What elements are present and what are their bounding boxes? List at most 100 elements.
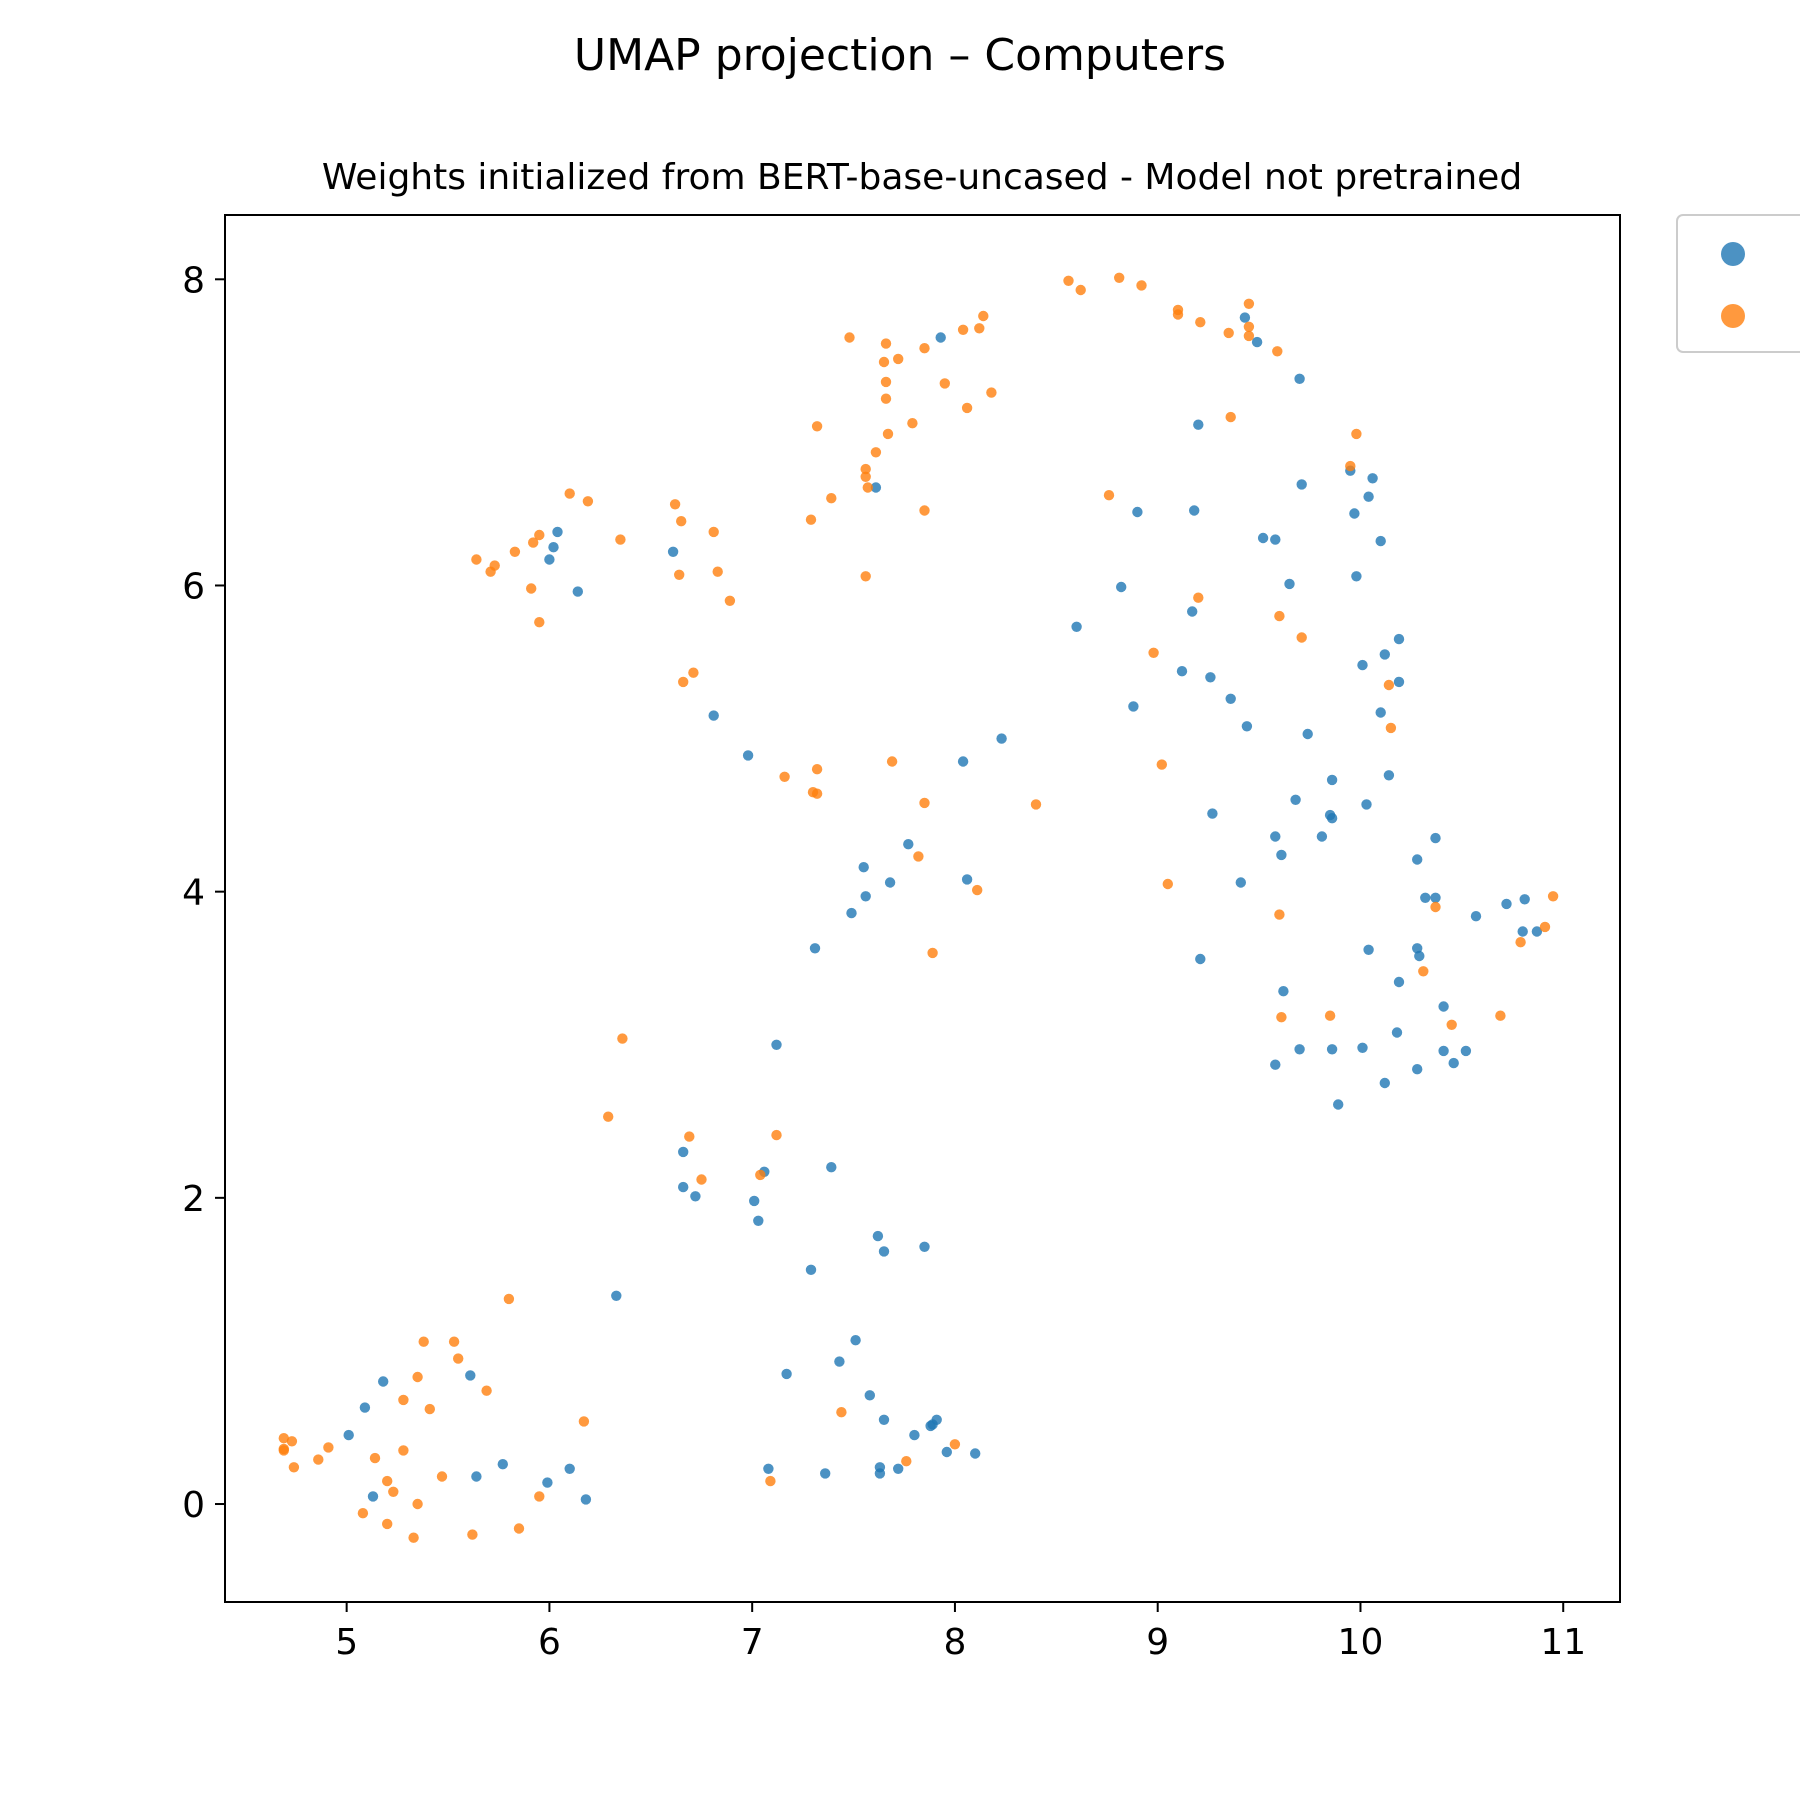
data-point xyxy=(708,526,719,538)
data-point xyxy=(708,710,719,721)
data-point xyxy=(1412,854,1423,865)
data-point xyxy=(343,1429,354,1441)
data-point xyxy=(1296,479,1307,490)
y-tick-label: 2 xyxy=(182,1179,205,1220)
data-point xyxy=(742,750,754,761)
data-point xyxy=(844,332,855,343)
data-point xyxy=(1420,892,1431,903)
data-point xyxy=(834,1356,845,1367)
data-point xyxy=(1418,966,1429,977)
data-point xyxy=(878,1246,890,1257)
data-point xyxy=(996,733,1007,744)
data-point xyxy=(972,884,983,896)
data-point xyxy=(534,529,545,541)
data-point xyxy=(1290,794,1301,805)
data-point xyxy=(617,1033,628,1044)
data-point xyxy=(382,1475,393,1487)
data-point xyxy=(811,788,823,799)
data-point xyxy=(1363,491,1374,502)
data-point xyxy=(893,353,904,365)
data-point xyxy=(870,482,882,493)
data-point xyxy=(544,554,555,565)
data-point xyxy=(615,534,626,545)
data-point xyxy=(1430,892,1441,903)
data-point xyxy=(771,1129,782,1141)
data-point xyxy=(453,1353,464,1364)
data-point xyxy=(1243,330,1255,342)
data-point xyxy=(1235,877,1247,888)
data-point xyxy=(1296,632,1307,643)
plot-area xyxy=(225,215,1620,1602)
y-tick-label: 8 xyxy=(182,260,205,301)
data-point xyxy=(1414,950,1425,962)
data-point xyxy=(1385,722,1397,734)
data-point xyxy=(1270,1059,1281,1070)
data-point xyxy=(1393,976,1405,988)
y-tick-label: 0 xyxy=(182,1485,205,1526)
data-point xyxy=(1430,832,1441,844)
data-point xyxy=(763,1463,774,1475)
data-point xyxy=(1116,581,1127,593)
data-point xyxy=(935,332,946,343)
data-point xyxy=(753,1215,764,1227)
x-tick-label: 8 xyxy=(943,1622,966,1663)
data-point xyxy=(860,891,871,902)
data-point xyxy=(1357,659,1368,671)
data-point xyxy=(874,1468,886,1479)
data-point xyxy=(978,310,989,322)
data-point xyxy=(1270,534,1281,545)
y-tick-label: 6 xyxy=(182,566,205,607)
data-point xyxy=(901,1456,912,1467)
data-point xyxy=(1225,411,1236,423)
data-point xyxy=(1379,649,1391,660)
data-point xyxy=(1367,473,1378,484)
data-point xyxy=(1333,1099,1344,1110)
data-point xyxy=(974,323,985,334)
data-point xyxy=(674,569,685,580)
data-point xyxy=(678,1146,689,1158)
x-tick-label: 9 xyxy=(1146,1622,1169,1663)
data-point xyxy=(1375,535,1386,547)
data-point xyxy=(369,1452,381,1464)
data-point xyxy=(826,1162,837,1173)
data-point xyxy=(1375,707,1386,718)
data-point xyxy=(903,839,914,850)
data-point xyxy=(1495,1010,1506,1021)
data-point xyxy=(809,943,821,954)
data-point xyxy=(485,566,496,577)
data-point xyxy=(850,1335,861,1346)
data-point xyxy=(1446,1019,1457,1030)
data-point xyxy=(870,447,882,458)
data-point xyxy=(1515,937,1526,948)
data-point xyxy=(578,1416,590,1427)
data-point xyxy=(1326,774,1338,786)
data-point xyxy=(1176,666,1188,677)
data-point xyxy=(1207,808,1218,819)
data-point xyxy=(970,1448,981,1459)
data-point xyxy=(1363,944,1374,955)
data-point xyxy=(771,1039,782,1051)
data-point xyxy=(412,1371,423,1383)
data-point xyxy=(858,862,869,873)
data-point xyxy=(1294,1044,1305,1055)
data-point xyxy=(941,1446,952,1458)
data-point xyxy=(436,1471,448,1482)
data-point xyxy=(860,571,871,582)
data-point xyxy=(528,537,539,548)
y-tick-label: 4 xyxy=(182,873,205,914)
data-point xyxy=(1257,532,1269,544)
data-point xyxy=(1223,327,1234,339)
data-point xyxy=(424,1403,435,1415)
data-point xyxy=(1391,1027,1403,1038)
data-point xyxy=(1063,275,1074,286)
data-point xyxy=(1357,1042,1368,1054)
data-point xyxy=(471,1471,482,1482)
data-point xyxy=(1270,831,1281,842)
data-point xyxy=(1205,672,1216,683)
data-point xyxy=(893,1463,904,1475)
data-point xyxy=(1241,721,1253,732)
legend-frame xyxy=(1676,214,1800,353)
data-point xyxy=(534,617,545,628)
data-point xyxy=(580,1494,592,1505)
data-point xyxy=(961,874,973,885)
